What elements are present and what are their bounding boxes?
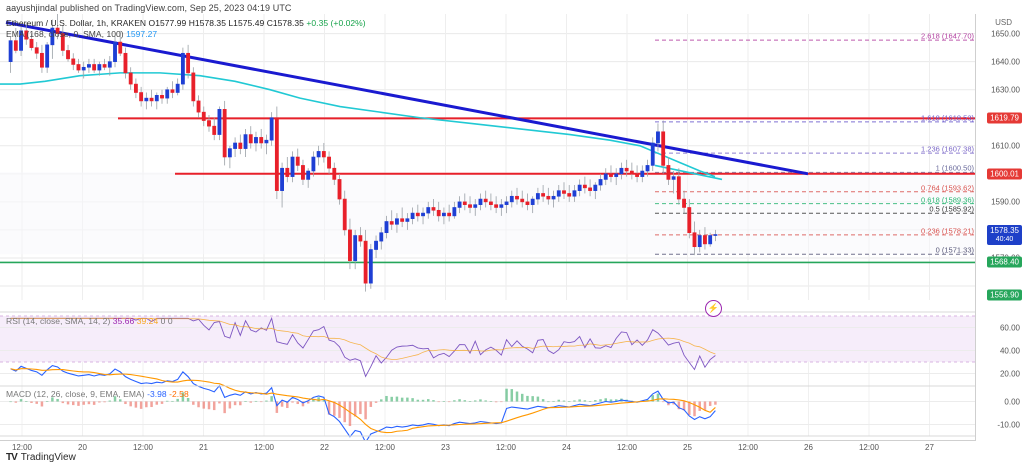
tradingview-mark: TV xyxy=(6,452,18,463)
macd-tick: -10.00 xyxy=(997,420,1020,429)
publication-credit: aayushjindal published on TradingView.co… xyxy=(6,3,292,13)
price-tag: 1556.90 xyxy=(987,289,1022,301)
rsi-tick: 60.00 xyxy=(999,323,1020,332)
time-tick: 20 xyxy=(78,443,87,452)
legend-macd-signal: -2.58 xyxy=(169,389,189,399)
chart-canvas[interactable] xyxy=(0,14,1024,454)
legend-rsi-signal: 39.24 xyxy=(136,316,159,326)
time-tick: 26 xyxy=(804,443,813,452)
fib-level-label: 0.764 (1593.62) xyxy=(921,183,974,193)
time-tick: 27 xyxy=(925,443,934,452)
legend-rsi-name: RSI (14, close, SMA, 14, 2) xyxy=(6,316,111,326)
countdown: 40:40 xyxy=(995,235,1014,243)
legend-ema: EMA (168, close, 0, SMA, 100) 1597.27 xyxy=(6,29,157,39)
legend-rsi-value: 35.66 xyxy=(112,316,135,326)
legend-rsi: RSI (14, close, SMA, 14, 2) 35.66 39.24 … xyxy=(6,316,173,326)
price-tag: 1600.01 xyxy=(987,168,1022,180)
time-tick: 12:00 xyxy=(858,443,880,452)
legend-rsi-extra2: 0 xyxy=(167,316,173,326)
legend-low: L1575.49 xyxy=(228,18,265,28)
legend-main-series: Ethereum / U.S. Dollar, 1h, KRAKEN O1577… xyxy=(6,18,366,28)
time-tick: 21 xyxy=(199,443,208,452)
legend-macd-value: -3.98 xyxy=(147,389,167,399)
chart-svg xyxy=(0,14,976,444)
fib-level-label: 1 (1600.50) xyxy=(935,163,974,173)
legend-change: +0.35 (+0.02%) xyxy=(306,18,366,28)
legend-rsi-extra1: 0 xyxy=(160,316,166,326)
time-tick: 22 xyxy=(320,443,329,452)
legend-close: C1578.35 xyxy=(266,18,304,28)
legend-open: O1577.99 xyxy=(148,18,187,28)
price-tick: 1650.00 xyxy=(991,29,1020,39)
bolt-glyph: ⚡ xyxy=(707,303,720,313)
fib-level-label: 2.618 (1647.70) xyxy=(921,31,974,41)
price-tick: 1640.00 xyxy=(991,57,1020,67)
price-axis[interactable]: USD 1650.00 1640.00 1630.00 1610.00 1590.00 1… xyxy=(975,14,1024,454)
rsi-tick: 40.00 xyxy=(999,346,1020,355)
time-tick: 12:00 xyxy=(132,443,154,452)
fib-level-label: 1.236 (1607.38) xyxy=(921,144,974,154)
legend-macd: MACD (12, 26, close, 9, EMA, EMA) -3.98 … xyxy=(6,389,189,399)
rsi-tick: 20.00 xyxy=(999,369,1020,378)
time-tick: 12:00 xyxy=(374,443,396,452)
price-tag: 1578.35 40:40 xyxy=(987,224,1022,245)
tradingview-name: TradingView xyxy=(20,452,76,463)
fib-level-label: 0 (1571.33) xyxy=(935,245,974,255)
fib-level-label: 0.5 (1585.92) xyxy=(929,204,974,214)
lightning-bolt-icon[interactable]: ⚡ xyxy=(705,300,722,317)
legend-symbol: Ethereum / U.S. Dollar, 1h, KRAKEN xyxy=(6,18,147,28)
fib-level-label: 0.236 (1578.21) xyxy=(921,226,974,236)
time-tick: 12:00 xyxy=(737,443,759,452)
price-tag: 1619.79 xyxy=(987,112,1022,124)
axis-currency-label: USD xyxy=(995,18,1012,27)
legend-macd-name: MACD (12, 26, close, 9, EMA, EMA) xyxy=(6,389,145,399)
legend-high: H1578.35 xyxy=(188,18,226,28)
time-tick: 23 xyxy=(441,443,450,452)
legend-ema-value: 1597.27 xyxy=(126,29,158,39)
tradingview-logo: TV TradingView xyxy=(6,452,76,463)
time-tick: 12:00 xyxy=(495,443,517,452)
time-axis[interactable]: 12:00 20 12:00 21 12:00 22 12:00 23 12:00 24 12:00… xyxy=(0,440,976,455)
time-tick: 24 xyxy=(562,443,571,452)
time-tick: 12:00 xyxy=(253,443,275,452)
time-tick: 25 xyxy=(683,443,692,452)
time-tick: 12:00 xyxy=(616,443,638,452)
macd-tick: 0.00 xyxy=(1004,397,1020,406)
fib-level-label: 0.618 (1589.36) xyxy=(921,195,974,205)
fib-level-label: 1.618 (1618.53) xyxy=(921,113,974,123)
time-tick: 12:00 xyxy=(11,443,33,452)
price-tick: 1630.00 xyxy=(991,85,1020,95)
legend-ema-name: EMA (168, close, 0, SMA, 100) xyxy=(6,29,124,39)
price-tag: 1568.40 xyxy=(987,256,1022,268)
price-tick: 1590.00 xyxy=(991,197,1020,207)
price-tick: 1610.00 xyxy=(991,141,1020,151)
